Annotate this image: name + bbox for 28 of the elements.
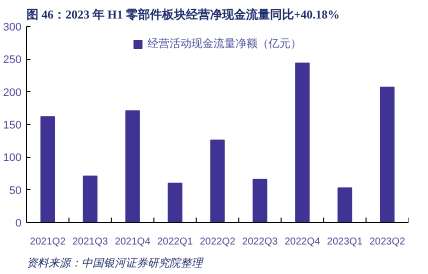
- text: 资料来源：中国银河证券研究院整理: [26, 256, 204, 270]
- y-tick-label: 300: [3, 22, 22, 34]
- x-tick-label: 2021Q3: [72, 236, 108, 248]
- x-tick-label: 2023Q1: [327, 236, 364, 248]
- bar: [210, 140, 225, 222]
- x-tick-label: 2023Q2: [369, 236, 406, 248]
- x-tick-label: 2021Q4: [114, 236, 151, 248]
- x-tick-label: 2021Q2: [30, 236, 66, 248]
- y-tick-label: 0: [15, 218, 22, 230]
- bar: [82, 176, 98, 222]
- bar: [338, 187, 352, 222]
- bar: [125, 110, 140, 222]
- y-tick-label: 200: [3, 86, 22, 99]
- y-tick-label: 50: [9, 184, 22, 197]
- y-tick-label: 150: [3, 120, 22, 132]
- x-tick-label: 2022Q3: [242, 236, 278, 248]
- x-tick-label: 2022Q4: [284, 236, 321, 248]
- bar: [252, 178, 268, 222]
- chart-title: 图 46：2023 年 H1 零部件板块经营净现金流量同比+40.18%: [26, 8, 340, 22]
- bar: [40, 116, 56, 222]
- bar: [168, 182, 182, 222]
- bar: [380, 86, 395, 222]
- x-tick-label: 2022Q2: [200, 236, 236, 248]
- y-tick-label: 100: [3, 152, 22, 164]
- legend-label: 经营活动现金流量净额（亿元）: [148, 36, 302, 51]
- x-tick-label: 2022Q1: [157, 236, 194, 248]
- bar: [295, 62, 310, 222]
- y-tick-label: 250: [3, 54, 22, 66]
